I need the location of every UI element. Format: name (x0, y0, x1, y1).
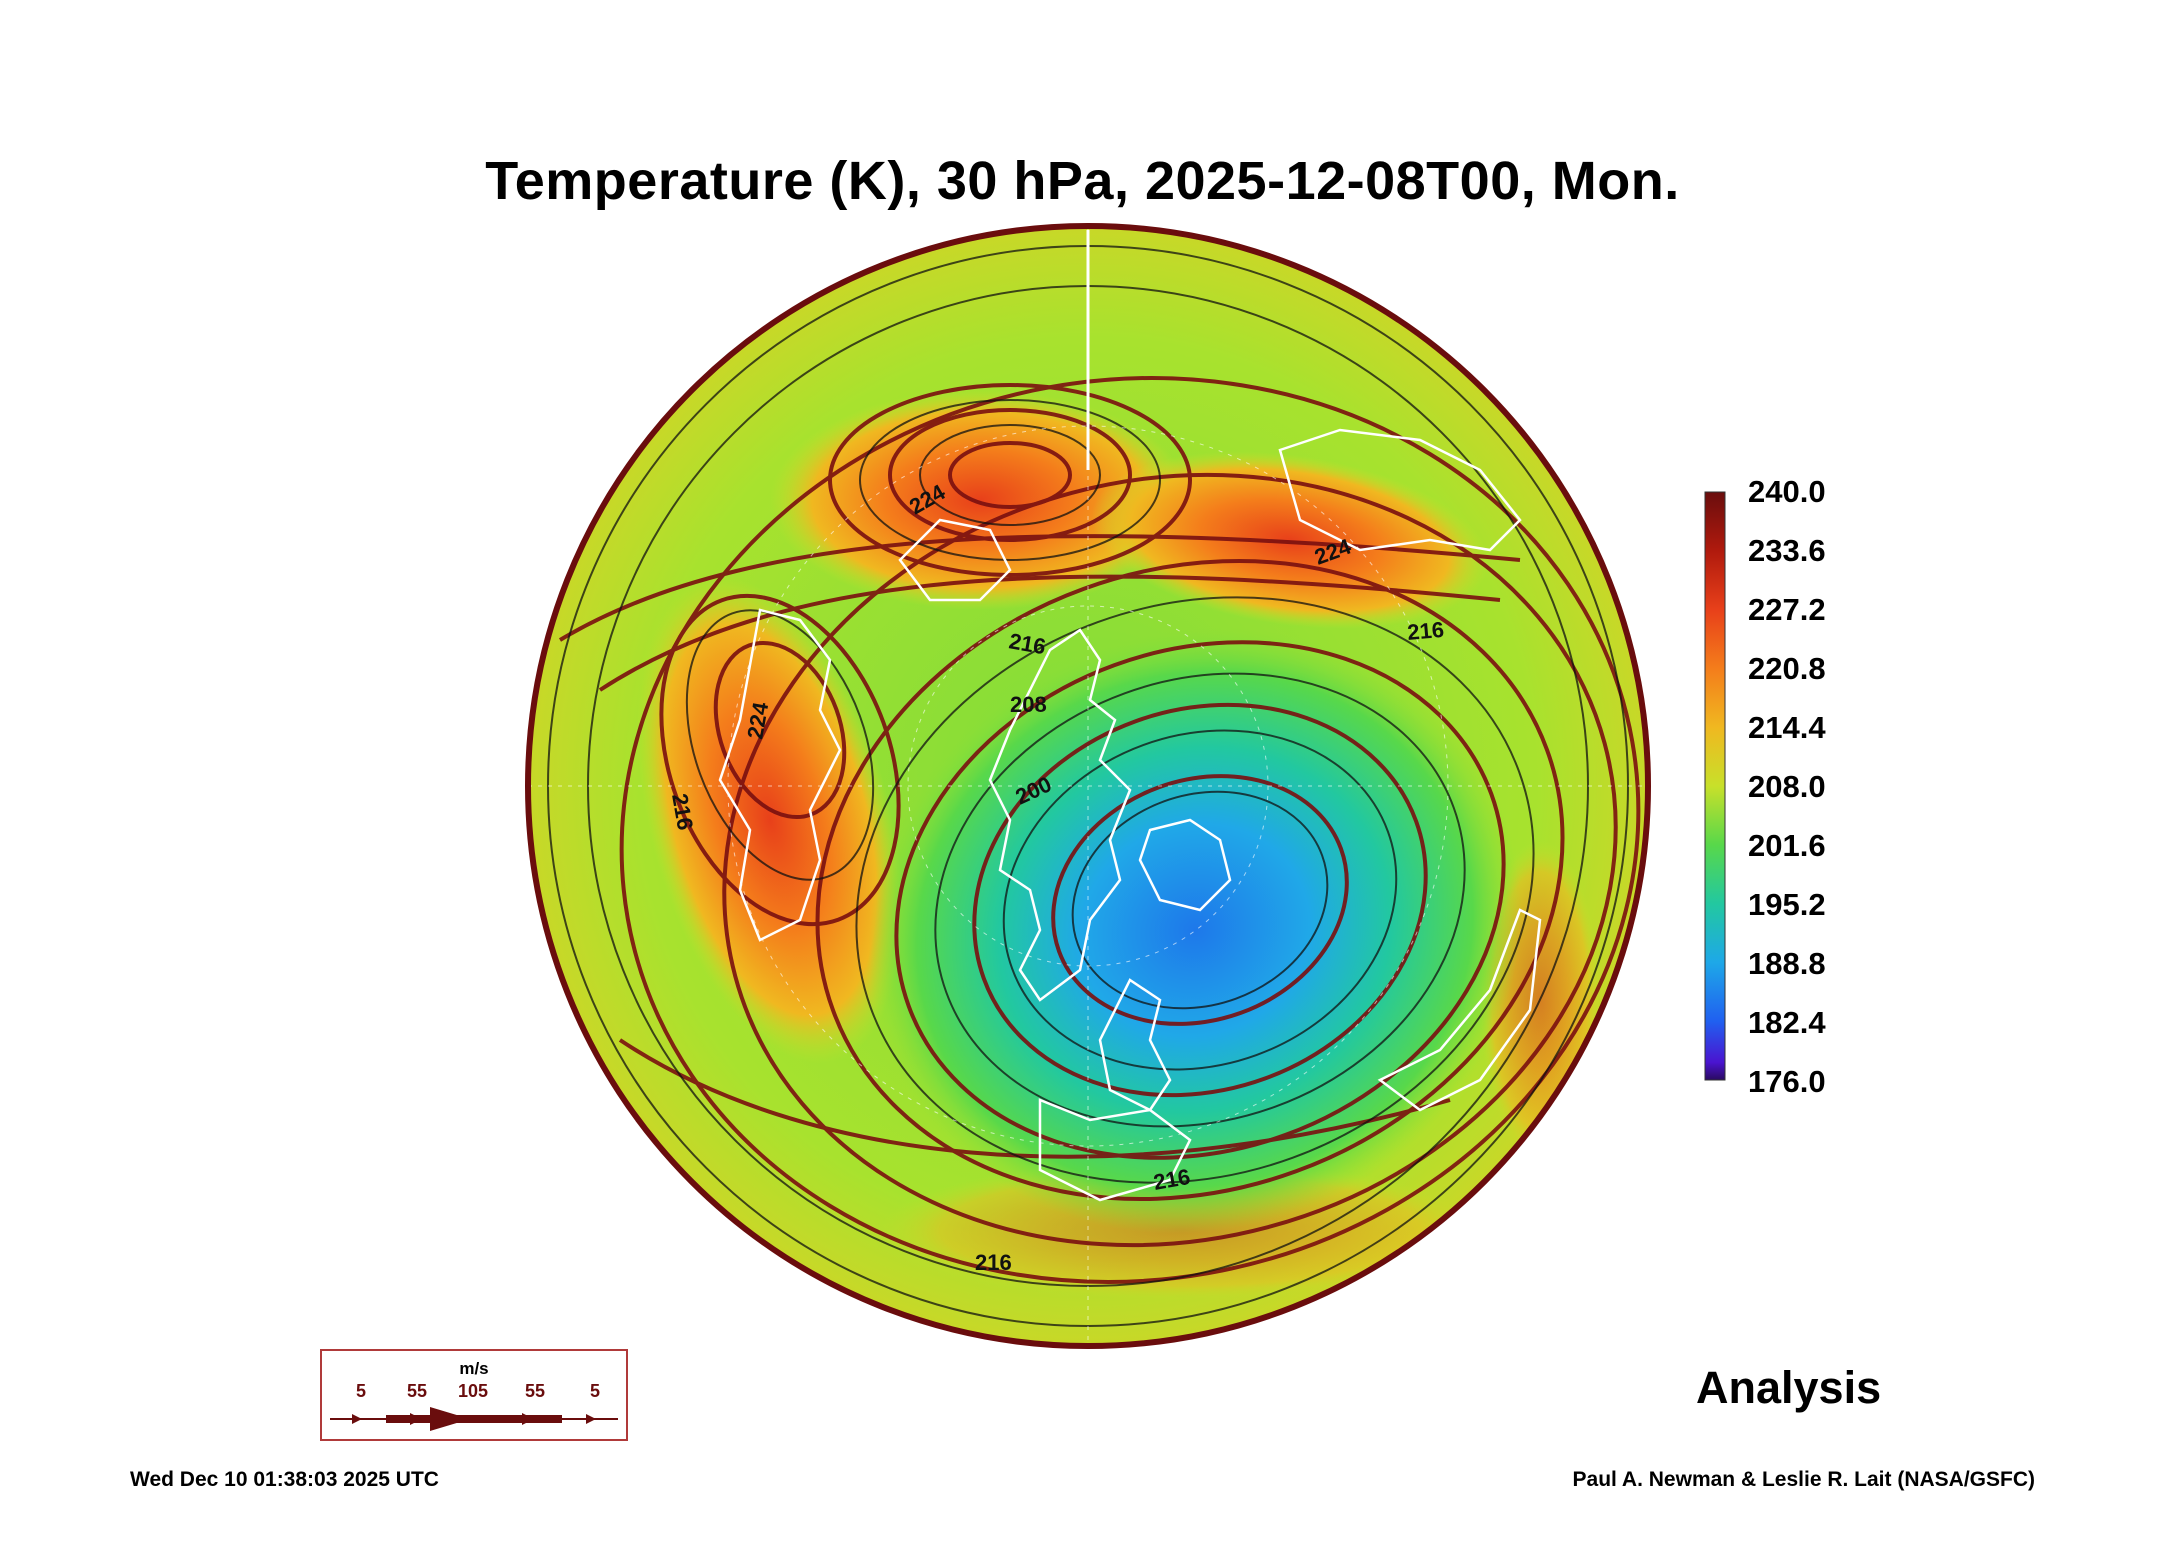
credit: Paul A. Newman & Leslie R. Lait (NASA/GS… (1572, 1468, 2035, 1491)
legend-speed: 55 (525, 1381, 546, 1401)
contour-label: 208 (1010, 692, 1047, 717)
colorbar-label: 201.6 (1748, 828, 1826, 863)
legend-arrow-icon (330, 1407, 618, 1431)
graticule (528, 226, 1648, 1346)
colorbar-label: 188.8 (1748, 946, 1826, 981)
wind-speed-legend: m/s 5 55 105 55 5 (320, 1349, 628, 1441)
legend-unit: m/s (459, 1359, 489, 1378)
colorbar-label: 195.2 (1748, 887, 1826, 922)
colorbar-label: 182.4 (1748, 1005, 1826, 1040)
colorbar-label: 208.0 (1748, 769, 1826, 804)
colorbar-label: 240.0 (1748, 474, 1826, 509)
contour-label: 216 (1406, 617, 1445, 645)
wind-streamlines (558, 376, 1641, 1284)
colorbar-label: 233.6 (1748, 533, 1826, 568)
colorbar-label: 214.4 (1748, 710, 1826, 745)
map-boundary (525, 223, 1651, 1349)
contour-label: 216 (975, 1250, 1012, 1275)
map-title: Temperature (K), 30 hPa, 2025-12-08T00, … (485, 151, 1680, 211)
colorbar-label: 220.8 (1748, 651, 1826, 686)
colorbar (1704, 491, 1726, 1081)
coastlines (718, 230, 1542, 1202)
legend-speed: 105 (458, 1381, 489, 1401)
legend-speed: 55 (407, 1381, 428, 1401)
colorbar-label: 176.0 (1748, 1064, 1826, 1099)
analysis-label: Analysis (1696, 1362, 1882, 1413)
legend-speed: 5 (590, 1381, 601, 1401)
legend-speed: 5 (356, 1381, 367, 1401)
colorbar-label: 227.2 (1748, 592, 1826, 627)
timestamp: Wed Dec 10 01:38:03 2025 UTC (130, 1468, 439, 1491)
